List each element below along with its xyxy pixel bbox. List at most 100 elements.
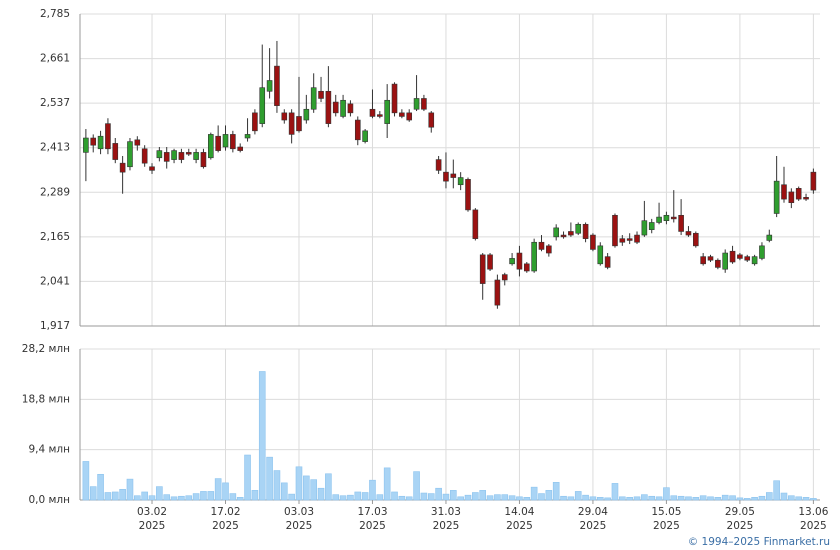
- candle-body: [501, 274, 508, 281]
- footer-credit[interactable]: © 1994–2025 Finmarket.ru: [688, 536, 830, 548]
- volume-bar: [244, 454, 251, 501]
- candle-body: [193, 152, 199, 160]
- candle-body: [141, 148, 148, 164]
- volume-bar: [655, 496, 663, 501]
- volume-bar: [361, 492, 369, 501]
- x-tick-year: 2025: [433, 520, 460, 532]
- x-tick-label: 17.02: [210, 506, 240, 518]
- candle-body: [744, 256, 751, 261]
- volume-bar: [611, 483, 619, 501]
- volume-bar: [391, 491, 398, 501]
- candle-body: [362, 130, 368, 142]
- volume-bar: [773, 480, 780, 501]
- candle-body: [810, 171, 817, 191]
- volume-bar: [714, 497, 722, 501]
- candle-body: [590, 234, 596, 250]
- volume-bar: [347, 494, 354, 501]
- volume-bar: [405, 496, 413, 501]
- candle-body: [90, 137, 97, 146]
- candle-body: [553, 227, 559, 238]
- volume-bar: [450, 490, 457, 501]
- x-tick-year: 2025: [212, 520, 239, 532]
- volume-bar: [685, 496, 692, 501]
- y-tick-label: 2,537: [40, 97, 70, 109]
- volume-bar: [325, 473, 332, 501]
- volume-bar: [692, 497, 700, 501]
- volume-bar: [707, 496, 714, 501]
- volume-bar: [648, 495, 656, 501]
- candle-body: [83, 137, 89, 153]
- y-tick-label: 0,0 млн: [28, 494, 70, 506]
- volume-bar: [119, 488, 126, 501]
- candle-body: [523, 263, 530, 272]
- candle-body: [494, 279, 501, 306]
- y-tick-label: 2,413: [40, 142, 70, 154]
- volume-bar: [552, 482, 560, 501]
- candle-body: [310, 87, 317, 110]
- candle-body: [759, 245, 765, 259]
- y-tick-label: 9,4 млн: [28, 444, 70, 456]
- volume-bar: [383, 467, 391, 501]
- candle-body: [421, 98, 427, 110]
- volume-bar: [354, 491, 362, 501]
- volume-bar: [178, 495, 185, 501]
- volume-bar: [780, 492, 788, 501]
- x-tick-label: 17.03: [357, 506, 387, 518]
- volume-bar: [126, 478, 134, 501]
- volume-bar: [758, 495, 766, 501]
- candle-body: [259, 87, 266, 124]
- candle-body: [479, 254, 486, 284]
- volume-bar: [192, 493, 200, 501]
- candle-body: [604, 256, 611, 268]
- candle-body: [413, 98, 420, 110]
- candle-body: [729, 250, 736, 263]
- volume-bar: [457, 496, 464, 501]
- volume-bar: [699, 495, 707, 501]
- candle-body: [171, 150, 177, 160]
- volume-bar: [185, 495, 193, 501]
- volume-bar: [765, 492, 773, 501]
- candle-body: [487, 254, 493, 270]
- candle-body: [369, 108, 376, 117]
- candle-body: [134, 139, 141, 146]
- y-tick-label: 2,289: [40, 186, 70, 198]
- volume-bar: [486, 495, 494, 501]
- candle-body: [685, 231, 692, 236]
- candle-body: [751, 256, 758, 265]
- volume-bar: [200, 491, 207, 501]
- volume-bar: [508, 495, 516, 501]
- candle-body: [707, 256, 714, 261]
- candle-body: [626, 238, 633, 241]
- candle-body: [450, 173, 457, 178]
- volume-bar: [111, 491, 119, 501]
- candle-body: [156, 150, 163, 159]
- volume-bar: [663, 487, 670, 501]
- candle-body: [781, 184, 787, 200]
- y-tick-label: 28,2 млн: [22, 343, 70, 355]
- volume-bar: [501, 494, 509, 501]
- volume-bar: [310, 479, 317, 501]
- volume-bar: [229, 493, 237, 501]
- volume-bar: [530, 486, 538, 501]
- candle-body: [560, 234, 567, 238]
- candle-body: [648, 222, 655, 230]
- volume-bar: [413, 471, 420, 501]
- volume-bar: [464, 494, 472, 501]
- volume-bar: [104, 492, 112, 501]
- volume-bar: [523, 497, 531, 501]
- volume-bar: [148, 495, 156, 501]
- candle-body: [766, 234, 773, 241]
- volume-bar: [339, 495, 347, 501]
- volume-bar: [369, 479, 376, 501]
- volume-bar: [236, 497, 244, 501]
- candle-body: [384, 99, 390, 124]
- volume-bar: [295, 466, 303, 501]
- y-tick-label: 2,165: [40, 231, 70, 243]
- candle-body: [178, 152, 185, 160]
- candle-body: [303, 108, 310, 121]
- volume-bar: [633, 496, 641, 501]
- candle-body: [773, 180, 780, 214]
- candle-body: [274, 65, 280, 106]
- candle-body: [670, 216, 677, 220]
